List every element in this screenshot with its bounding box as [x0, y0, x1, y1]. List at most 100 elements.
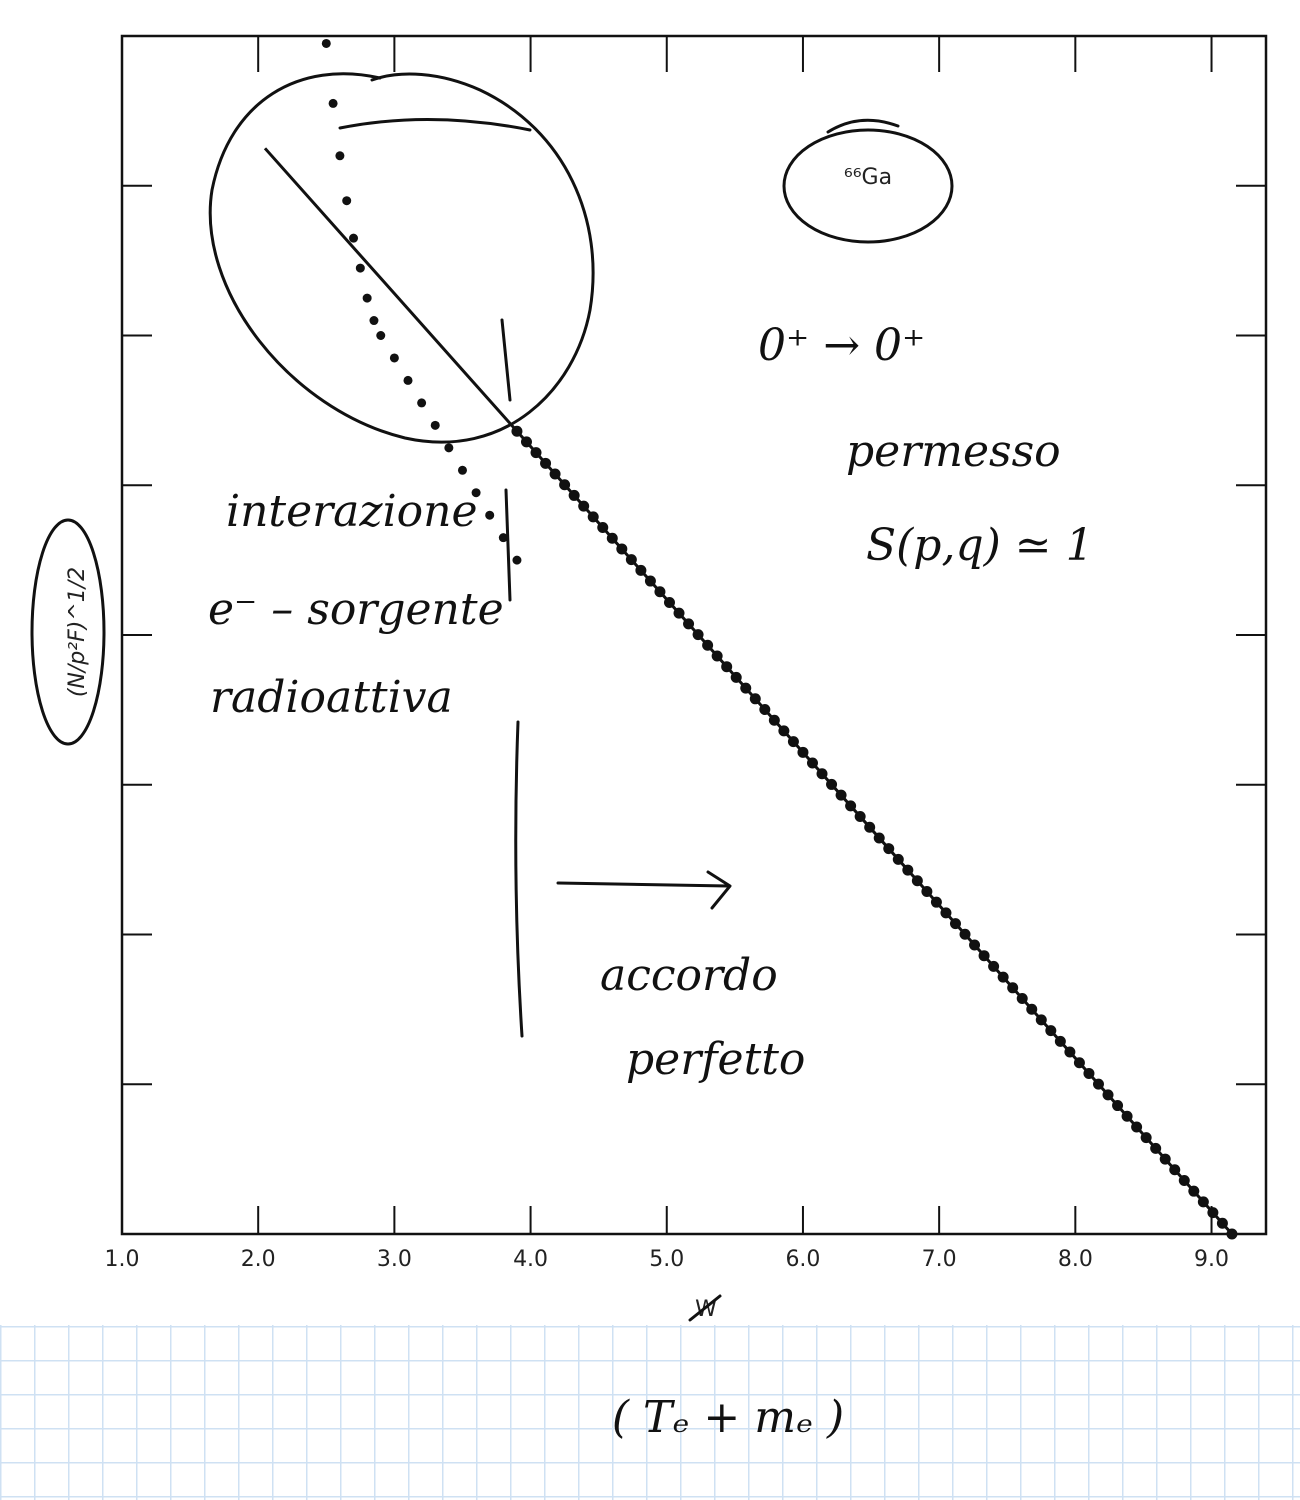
ticks	[122, 35, 1266, 1234]
data-point	[892, 853, 904, 865]
data-point	[930, 896, 942, 908]
data-point	[1131, 1121, 1143, 1133]
note-x-quantity: ( Tₑ + mₑ )	[612, 1392, 844, 1443]
note-interaction-line1: interazione	[226, 486, 478, 537]
deviation-circle	[208, 72, 595, 444]
data-point	[578, 500, 590, 512]
data-point	[1207, 1207, 1219, 1219]
y-label-circle	[30, 518, 106, 746]
data-point	[369, 316, 379, 326]
note-vertical-rule	[504, 488, 524, 1038]
data-point	[1159, 1153, 1171, 1165]
data-point	[498, 533, 508, 543]
data-point	[883, 843, 895, 855]
x-tick-label: 2.0	[241, 1247, 276, 1272]
data-point	[355, 263, 365, 273]
data-point	[673, 607, 685, 619]
data-point	[1092, 1078, 1104, 1090]
data-point	[1178, 1174, 1190, 1186]
x-tick-label: 6.0	[785, 1247, 820, 1272]
data-point	[1188, 1185, 1200, 1197]
data-point	[512, 555, 522, 565]
data-point	[444, 443, 454, 453]
data-point	[349, 233, 359, 243]
note-permesso: permesso	[846, 426, 1061, 477]
data-point	[568, 489, 580, 501]
data-point	[549, 468, 561, 480]
inset-label: ⁶⁶Ga	[844, 165, 892, 190]
inset-circle-tail	[826, 118, 900, 134]
data-point	[749, 693, 761, 705]
data-point	[864, 821, 876, 833]
inset-circle	[782, 128, 954, 244]
data-point	[654, 586, 666, 598]
data-point	[702, 639, 714, 651]
data-point	[335, 151, 345, 161]
agreement-arrow	[556, 870, 732, 910]
data-point	[540, 457, 552, 469]
x-tick-labels: 1.0 2.0 3.0 4.0 5.0 6.0 7.0 8.0 9.0	[105, 1247, 1230, 1272]
data-point	[606, 532, 618, 544]
data-point	[1216, 1217, 1228, 1229]
data-point	[787, 736, 799, 748]
x-tick-label: 8.0	[1058, 1247, 1093, 1272]
data-point	[417, 398, 427, 408]
data-point	[1169, 1164, 1181, 1176]
data-point	[1026, 1003, 1038, 1015]
scanned-figure	[0, 0, 1300, 1325]
deviation-mark	[500, 318, 512, 402]
x-tick-label: 1.0	[105, 1247, 140, 1272]
data-point	[721, 661, 733, 673]
note-agreement-line2: perfetto	[626, 1034, 805, 1085]
data-point	[683, 618, 695, 630]
note-agreement-line1: accordo	[600, 950, 778, 1001]
data-point	[921, 885, 933, 897]
data-point	[911, 875, 923, 887]
x-tick-label: 4.0	[513, 1247, 548, 1272]
data-point	[1121, 1110, 1133, 1122]
x-label-strike	[688, 1294, 722, 1322]
note-shape-factor: S(p,q) ≃ 1	[866, 520, 1094, 571]
data-point	[328, 98, 338, 108]
data-point	[376, 331, 386, 340]
data-point	[978, 950, 990, 962]
data-point	[1035, 1014, 1047, 1026]
data-point	[740, 682, 752, 694]
data-point	[1150, 1142, 1162, 1154]
x-tick-label: 3.0	[377, 1247, 412, 1272]
data-point	[940, 907, 952, 919]
data-point	[1073, 1057, 1085, 1069]
data-point	[471, 488, 481, 498]
note-interaction-line2: e⁻ – sorgente	[208, 584, 504, 635]
data-point	[1083, 1067, 1095, 1079]
data-point	[597, 522, 609, 534]
data-point	[1140, 1132, 1152, 1144]
data-point	[959, 928, 971, 940]
data-point	[1064, 1046, 1076, 1058]
data-point	[730, 671, 742, 683]
data-point	[997, 971, 1009, 983]
data-point	[485, 510, 495, 520]
data-point	[635, 564, 647, 576]
data-point	[873, 832, 885, 844]
data-point	[692, 629, 704, 641]
note-interaction-line3: radioattiva	[210, 672, 453, 723]
data-point	[389, 353, 399, 363]
data-point	[854, 811, 866, 823]
data-point	[768, 714, 780, 726]
data-point	[759, 704, 771, 716]
data-point	[511, 425, 523, 437]
data-point	[902, 864, 914, 876]
data-point	[342, 196, 352, 206]
y-axis-label: (N/p²F)^1/2	[65, 567, 90, 697]
x-tick-label: 7.0	[922, 1247, 957, 1272]
data-point	[816, 768, 828, 780]
data-point	[403, 375, 413, 385]
data-point	[835, 789, 847, 801]
note-transition: 0⁺ → 0⁺	[758, 320, 925, 371]
data-point	[988, 960, 1000, 972]
x-tick-label: 9.0	[1194, 1247, 1229, 1272]
data-point	[1007, 982, 1019, 994]
data-point	[1197, 1196, 1209, 1208]
